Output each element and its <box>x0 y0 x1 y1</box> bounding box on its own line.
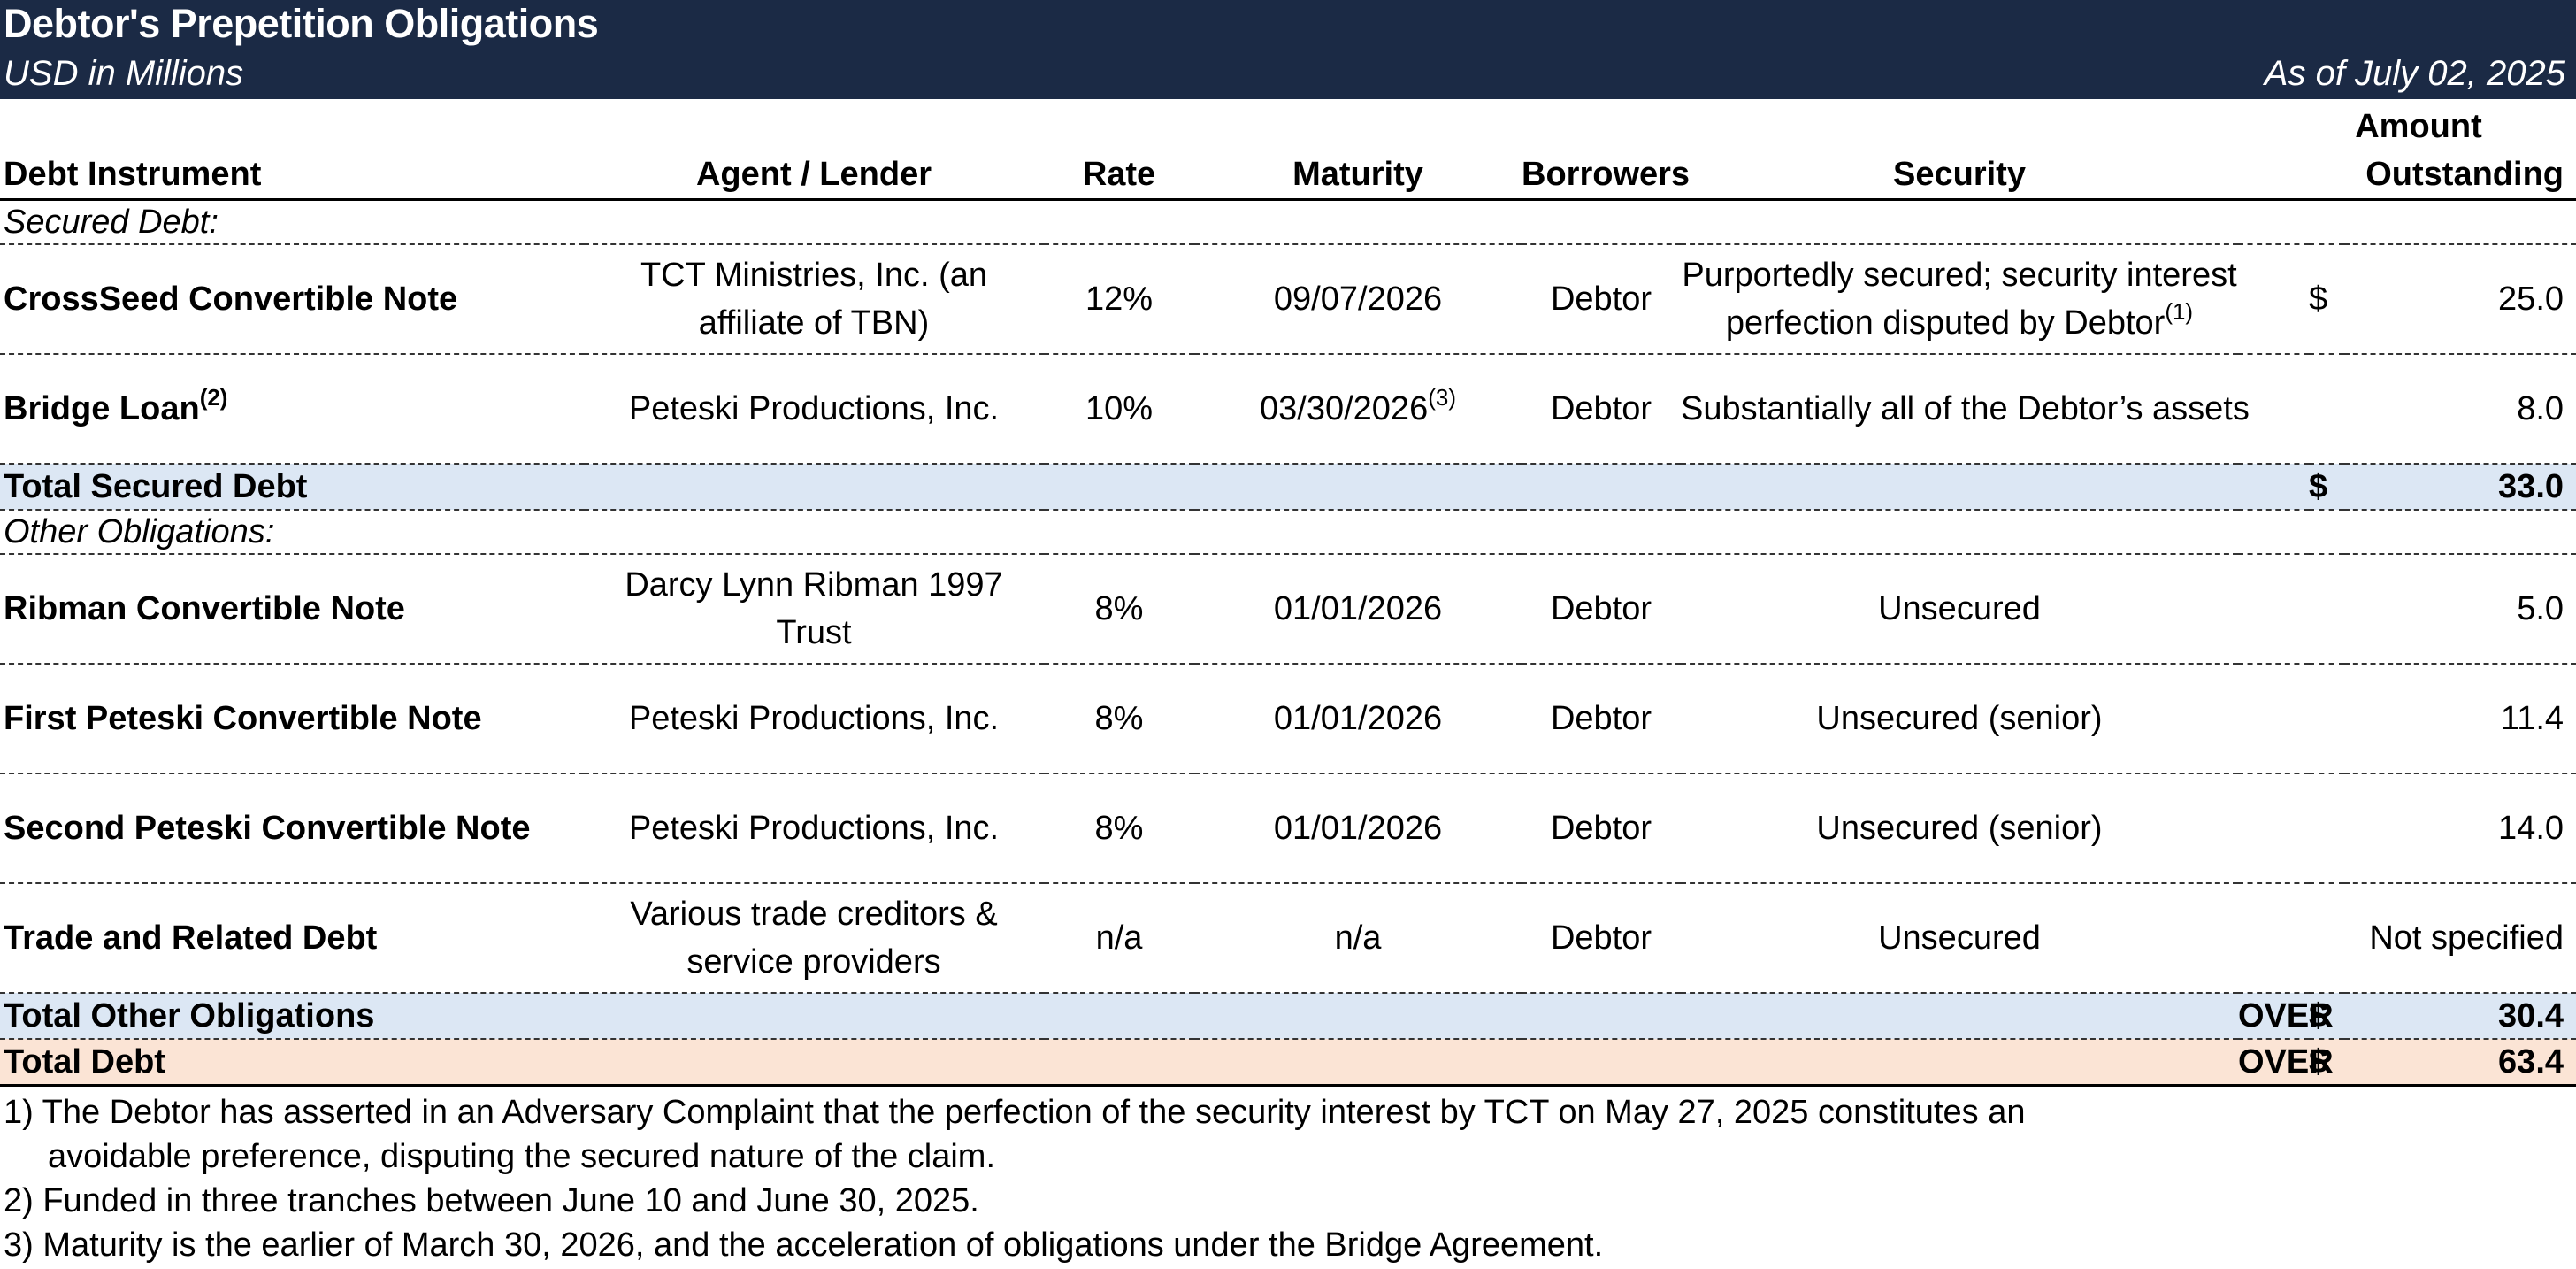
section-heading-row: Other Obligations: <box>0 510 2576 555</box>
footnote-ref: (1) <box>2165 298 2194 326</box>
borrowers: Debtor <box>1522 664 1681 774</box>
col-header-agent: Agent / Lender <box>584 99 1044 201</box>
rate: 8% <box>1044 554 1194 665</box>
maturity: 03/30/2026(3) <box>1194 354 1522 465</box>
report-header: Debtor's Prepetition Obligations USD in … <box>0 0 2576 99</box>
maturity: n/a <box>1194 883 1522 994</box>
amount-outstanding: 8.0 <box>2344 354 2576 465</box>
maturity: 01/01/2026 <box>1194 773 1522 884</box>
borrowers: Debtor <box>1522 773 1681 884</box>
total-secured-label: Total Secured Debt <box>0 464 2238 511</box>
rate: n/a <box>1044 883 1194 994</box>
total-debt-label: Total Debt <box>0 1039 2238 1087</box>
currency-symbol: $ <box>2309 993 2344 1040</box>
agent-lender: Peteski Productions, Inc. <box>584 354 1044 465</box>
currency-symbol: $ <box>2309 1039 2344 1087</box>
amount-outstanding: 25.0 <box>2344 244 2576 355</box>
rate: 12% <box>1044 244 1194 355</box>
security: Purportedly secured; security interest p… <box>1681 244 2238 355</box>
rate: 10% <box>1044 354 1194 465</box>
col-header-borrowers: Borrowers <box>1522 99 1690 201</box>
footnote-3: 3) Maturity is the earlier of March 30, … <box>4 1227 1604 1264</box>
amount-outstanding: 11.4 <box>2344 664 2576 774</box>
table-row: Trade and Related Debt Various trade cre… <box>0 883 2576 994</box>
footnotes: 1) The Debtor has asserted in an Adversa… <box>4 1090 2569 1267</box>
footnote-ref: (3) <box>1428 384 1456 411</box>
rate: 8% <box>1044 664 1194 774</box>
amount-outstanding: 5.0 <box>2344 554 2576 665</box>
other-obligations-heading: Other Obligations: <box>0 510 2576 555</box>
debt-table: Debt Instrument Agent / Lender Rate Matu… <box>0 99 2576 1087</box>
currency-symbol <box>2309 354 2344 465</box>
amount-outstanding: Not specified <box>2238 883 2576 994</box>
security: Unsecured (senior) <box>1681 664 2238 774</box>
maturity: 01/01/2026 <box>1194 554 1522 665</box>
total-other-amount: 30.4 <box>2344 993 2576 1040</box>
maturity: 09/07/2026 <box>1194 244 1522 355</box>
table-row: First Peteski Convertible Note Peteski P… <box>0 664 2576 774</box>
footnote-ref: (2) <box>199 384 228 411</box>
security: Unsecured <box>1681 554 2238 665</box>
instrument-name: Ribman Convertible Note <box>0 554 584 665</box>
rate: 8% <box>1044 773 1194 884</box>
column-header-row: Debt Instrument Agent / Lender Rate Matu… <box>0 99 2576 201</box>
borrowers: Debtor <box>1522 554 1681 665</box>
table-row: CrossSeed Convertible Note TCT Ministrie… <box>0 244 2576 355</box>
instrument-name: First Peteski Convertible Note <box>0 664 584 774</box>
currency-symbol: $ <box>2309 244 2344 355</box>
secured-debt-heading: Secured Debt: <box>0 199 2576 245</box>
col-header-instrument: Debt Instrument <box>0 99 584 201</box>
borrowers: Debtor <box>1522 244 1681 355</box>
agent-lender: Darcy Lynn Ribman 1997 Trust <box>584 554 1044 665</box>
instrument-name: Trade and Related Debt <box>0 883 584 994</box>
grand-total-row: Total Debt OVER $ 63.4 <box>0 1039 2576 1087</box>
amount-outstanding: 14.0 <box>2344 773 2576 884</box>
footnote-1: 1) The Debtor has asserted in an Adversa… <box>4 1094 2026 1175</box>
col-header-amount: Amount Outstanding <box>2238 99 2576 201</box>
agent-lender: Peteski Productions, Inc. <box>584 664 1044 774</box>
table-row: Bridge Loan(2) Peteski Productions, Inc.… <box>0 354 2576 465</box>
total-row: Total Other Obligations OVER $ 30.4 <box>0 993 2576 1040</box>
borrowers: Debtor <box>1522 883 1681 994</box>
col-header-rate: Rate <box>1044 99 1194 201</box>
agent-lender: TCT Ministries, Inc. (an affiliate of TB… <box>584 244 1044 355</box>
instrument-name: Bridge Loan(2) <box>0 354 584 465</box>
agent-lender: Various trade creditors & service provid… <box>584 883 1044 994</box>
security: Unsecured <box>1681 883 2238 994</box>
security: Unsecured (senior) <box>1681 773 2238 884</box>
report-title: Debtor's Prepetition Obligations <box>4 1 599 46</box>
maturity: 01/01/2026 <box>1194 664 1522 774</box>
section-heading-row: Secured Debt: <box>0 199 2576 245</box>
col-header-security: Security <box>1681 99 2238 201</box>
footnote-2: 2) Funded in three tranches between June… <box>4 1182 979 1219</box>
total-debt-amount: 63.4 <box>2344 1039 2576 1087</box>
col-header-maturity: Maturity <box>1194 99 1522 201</box>
over-flag: OVER <box>2238 1039 2334 1087</box>
over-flag: OVER <box>2238 993 2334 1040</box>
total-row: Total Secured Debt $ 33.0 <box>0 464 2576 511</box>
instrument-name: CrossSeed Convertible Note <box>0 244 584 355</box>
total-other-label: Total Other Obligations <box>0 993 2238 1040</box>
instrument-name: Second Peteski Convertible Note <box>0 773 584 884</box>
as-of-date: As of July 02, 2025 <box>2264 54 2565 93</box>
table-row: Ribman Convertible Note Darcy Lynn Ribma… <box>0 554 2576 665</box>
table-row: Second Peteski Convertible Note Peteski … <box>0 773 2576 884</box>
currency-symbol: $ <box>2309 464 2344 511</box>
total-secured-amount: 33.0 <box>2344 464 2576 511</box>
security: Substantially all of the Debtor’s assets <box>1681 354 2250 465</box>
borrowers: Debtor <box>1522 354 1681 465</box>
units-note: USD in Millions <box>4 54 244 93</box>
agent-lender: Peteski Productions, Inc. <box>584 773 1044 884</box>
